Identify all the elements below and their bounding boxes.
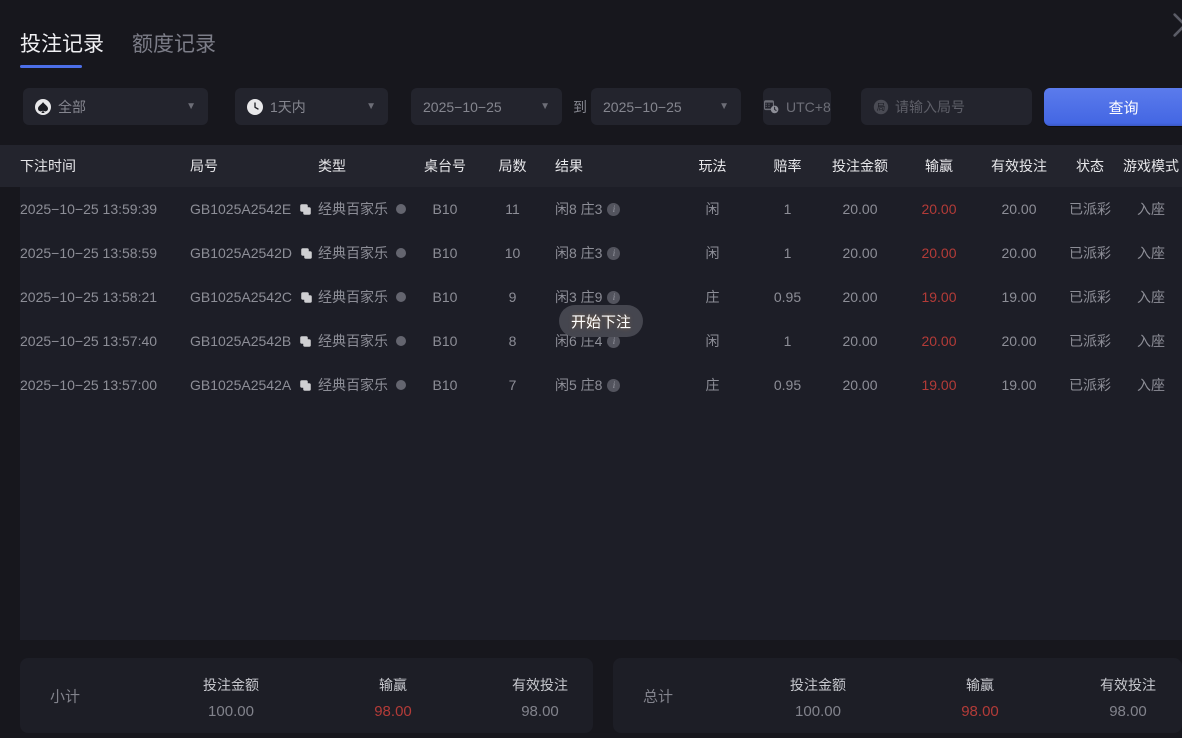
svg-text:局: 局 [877,102,886,112]
